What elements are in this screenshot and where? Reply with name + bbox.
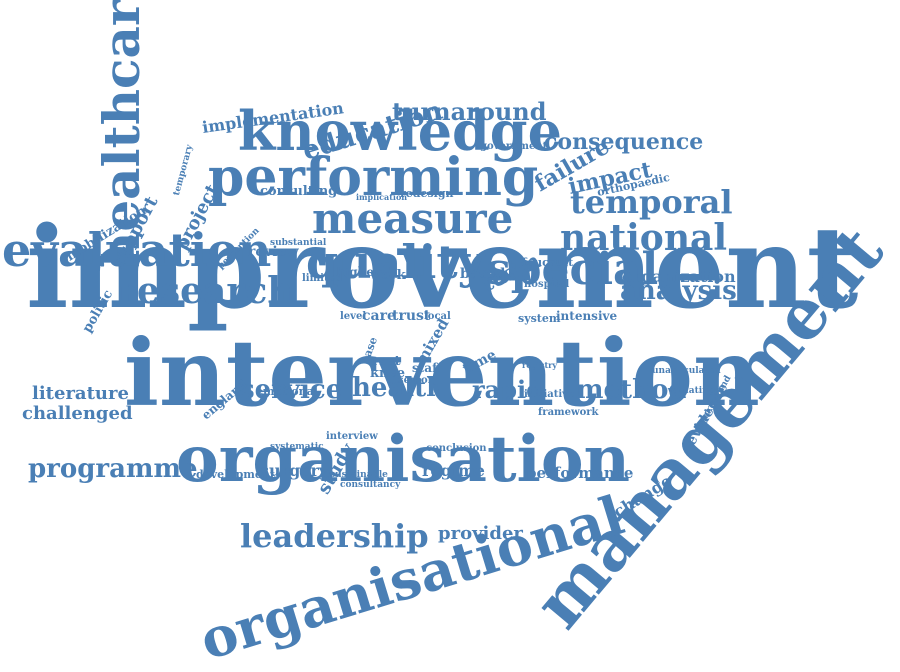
word-substantial: substantial	[270, 237, 327, 248]
word-staff: staff	[412, 361, 442, 376]
word-measure: measure	[312, 193, 514, 243]
word-interview: interview	[326, 430, 378, 442]
word-temporal: temporal	[570, 182, 733, 221]
word-challenged: challenged	[22, 403, 133, 425]
word-level: level	[340, 310, 367, 322]
word-initiative: initiative	[524, 388, 575, 400]
word-framework: framework	[538, 406, 599, 418]
word-consulting: consulting	[260, 184, 338, 200]
word-surgery: surgery	[260, 460, 329, 480]
word-national: national	[560, 217, 727, 260]
word-government: government	[480, 140, 548, 152]
word-method: method	[576, 374, 687, 405]
word-trust: trust	[392, 307, 431, 324]
word-emotional: emotional	[256, 384, 318, 398]
word-systematic: systematic	[270, 441, 324, 452]
word-programme: programme	[28, 453, 198, 484]
word-registry: registry	[522, 360, 557, 371]
word-research: research	[118, 270, 294, 313]
word-health: health	[352, 372, 446, 403]
word-review: review	[248, 243, 299, 260]
word-special: special	[486, 243, 659, 295]
word-analysis: analysis	[620, 275, 737, 306]
word-limited: limited	[302, 272, 342, 284]
word-knee: knee	[370, 366, 406, 382]
word-evaluation: evaluation	[2, 223, 272, 278]
word-temporary: temporary	[171, 143, 196, 197]
word-consultancy: consultancy	[340, 479, 401, 490]
word-rapid: rapid	[472, 375, 543, 405]
word-development: development	[196, 467, 276, 481]
word-unarticulated: unarticulated	[652, 365, 721, 376]
word-regime: regime	[422, 460, 485, 480]
word-turnaround: turnaround	[392, 97, 547, 127]
word-performance: performance	[526, 463, 634, 482]
word-work: work	[370, 268, 406, 284]
word-based: based	[460, 265, 506, 282]
word-intervention: intervention	[124, 318, 760, 427]
word-evaluating: evaluating	[662, 385, 715, 396]
word-hospital: hospital	[524, 278, 570, 290]
word-conclusion: conclusion	[426, 442, 487, 454]
word-senior: senior	[398, 374, 433, 386]
word-system: system	[518, 311, 561, 325]
word-knowledge: knowledge	[238, 98, 562, 163]
word-leadership: leadership	[240, 516, 429, 555]
word-care: care	[362, 307, 396, 324]
word-improvement: improvement	[26, 203, 859, 335]
word-implication: implication	[356, 192, 408, 203]
word-organization: organization	[622, 266, 736, 286]
word-local: local	[424, 310, 451, 322]
word-provider: provider	[438, 523, 523, 545]
word-sustainable: sustainable	[330, 469, 388, 480]
word-foucault: foucault	[522, 255, 574, 269]
word-service: service	[240, 374, 343, 405]
word-rset: rset	[372, 354, 401, 370]
word-literature: literature	[32, 383, 129, 405]
word-consequence: consequence	[544, 128, 704, 155]
word-redesign: redesign	[400, 186, 454, 200]
word-quality: quality	[306, 235, 485, 290]
word-intensive: intensive	[556, 309, 618, 324]
word-organisation: organisation	[176, 421, 631, 497]
word-performing: performing	[208, 147, 539, 209]
word-higher: higher	[336, 265, 381, 280]
